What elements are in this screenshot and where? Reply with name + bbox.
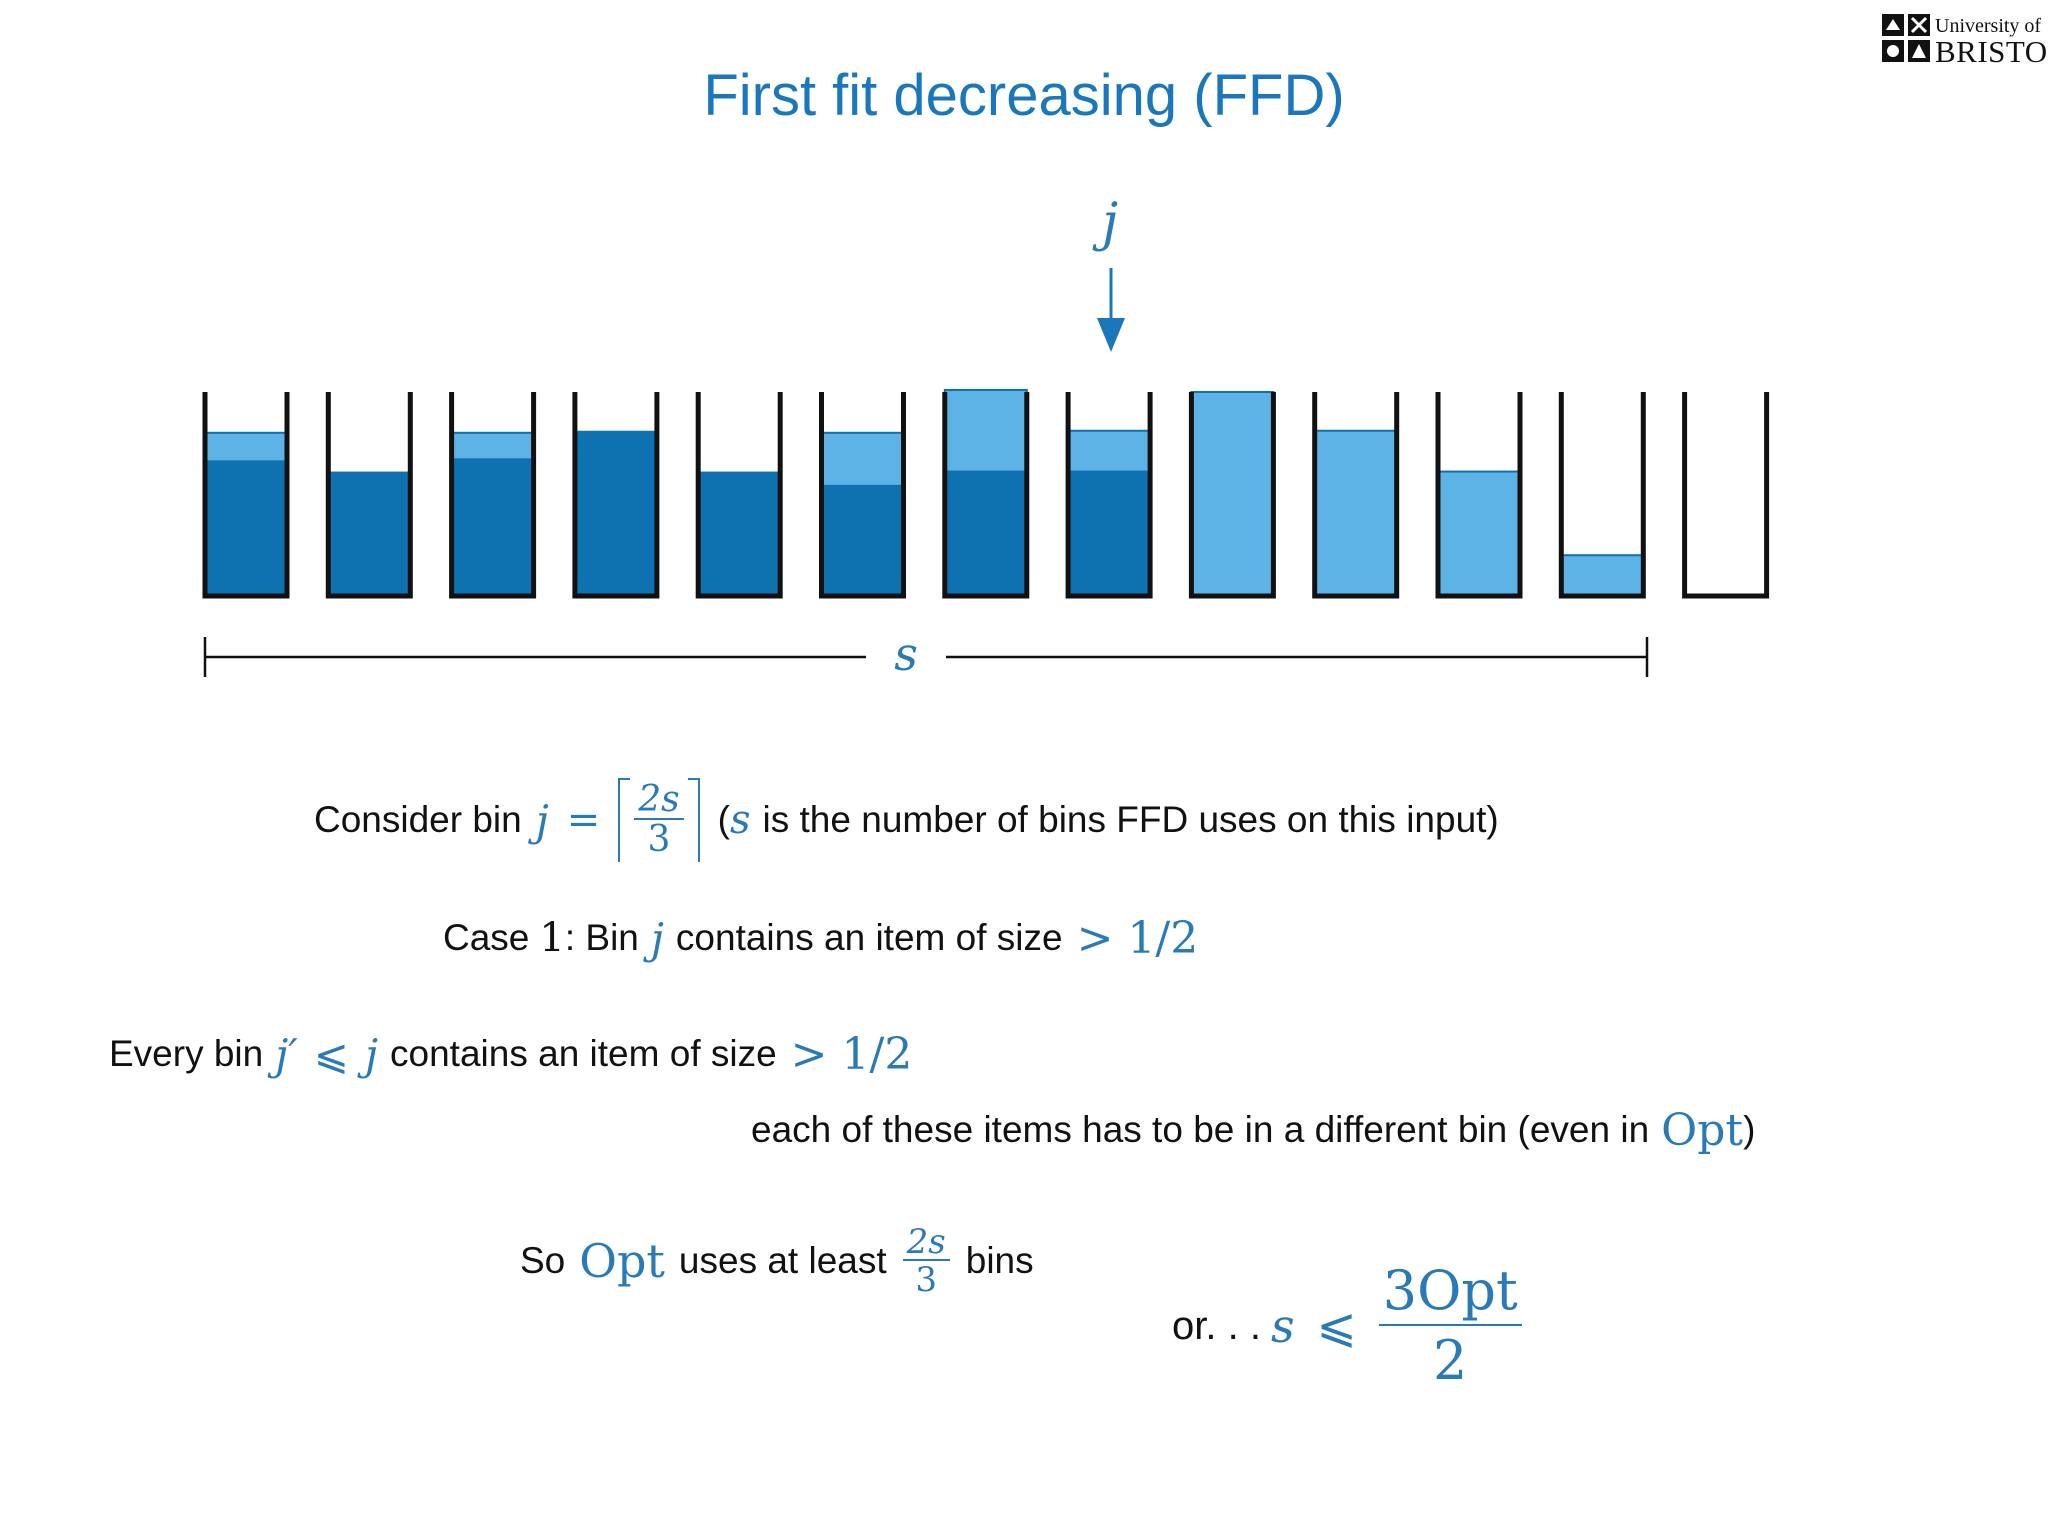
- every-suffix: contains an item of size: [390, 1033, 777, 1074]
- bin-8-dark-fill: [1068, 471, 1151, 596]
- so-fraction: 2s 3: [902, 1222, 950, 1297]
- each-prefix: each of these items has to be in a diffe…: [751, 1109, 1650, 1150]
- so-prefix: So: [520, 1240, 566, 1281]
- each-opt: Opt: [1661, 1104, 1744, 1156]
- every-le: ⩽: [313, 1029, 349, 1079]
- bin-5-outline: [695, 392, 783, 599]
- bin-3-outline: [449, 392, 537, 599]
- bin-1-outline: [202, 392, 290, 599]
- logo-line-1: University of: [1935, 15, 2042, 37]
- university-logo: University of BRISTOL: [1935, 16, 2048, 67]
- bin-13-outline: [1682, 392, 1770, 599]
- each-close: ): [1743, 1109, 1756, 1150]
- case1-half: 1/2: [1127, 912, 1199, 964]
- bin-7-outline: [942, 392, 1030, 599]
- consider-equals: =: [566, 797, 601, 843]
- bin-2-outline: [325, 392, 413, 599]
- pointer-arrow-icon: [1097, 318, 1125, 352]
- bin-1-dark-fill: [205, 461, 287, 596]
- every-half: 1/2: [841, 1028, 913, 1080]
- each-items-line: each of these items has to be in a diffe…: [751, 1100, 1755, 1160]
- consider-line: Consider bin j = 2s 3 ( s is the number …: [314, 770, 1499, 870]
- bin-7-light-fill: [943, 388, 1028, 473]
- bin-3-dark-fill: [451, 459, 534, 596]
- consider-s: s: [730, 797, 751, 843]
- case1-number: 1: [539, 915, 565, 961]
- or-inequality: or. . . s ⩽ 3Opt 2: [1172, 1256, 1522, 1396]
- every-gt: >: [790, 1028, 828, 1080]
- bin-10-light-fill: [1313, 429, 1398, 598]
- bin-11-outline: [1435, 392, 1523, 599]
- bin-2-dark-fill: [328, 471, 411, 596]
- logo-line-2: BRISTOL: [1935, 34, 2048, 69]
- bin-6-outline: [819, 392, 906, 599]
- slide-title: First fit decreasing (FFD): [703, 63, 1345, 128]
- consider-paren: (: [717, 799, 730, 840]
- bin-3-light-fill: [450, 431, 535, 461]
- bin-8-outline: [1065, 392, 1153, 599]
- bin-10-outline: [1312, 392, 1400, 599]
- case1-gt: >: [1076, 912, 1114, 964]
- case1-prefix: Case: [443, 917, 530, 958]
- bin-4-outline: [572, 392, 660, 599]
- every-j: j: [365, 1029, 379, 1079]
- case1-suffix: contains an item of size: [675, 917, 1063, 958]
- ceiling-brackets: 2s 3: [618, 778, 700, 862]
- bin-9-outline: [1188, 392, 1276, 599]
- or-frac-den: 2: [1378, 1324, 1522, 1388]
- so-frac-num: 2s: [906, 1222, 946, 1262]
- university-crest-icon: [1882, 14, 1930, 62]
- or-fraction: 3Opt 2: [1378, 1259, 1522, 1388]
- case1-mid: : Bin: [564, 917, 639, 958]
- or-le: ⩽: [1316, 1298, 1357, 1354]
- bin-8-light-fill: [1067, 429, 1152, 473]
- bin-5-dark-fill: [698, 471, 781, 596]
- pointer-label: j: [1092, 193, 1118, 253]
- bin-6-light-fill: [820, 431, 905, 487]
- bin-packing-diagram: j s: [202, 193, 1770, 681]
- or-prefix: or. . .: [1172, 1303, 1261, 1348]
- consider-frac-den: 3: [634, 818, 684, 858]
- so-opt: Opt: [579, 1234, 665, 1288]
- bin-4-dark-fill: [574, 430, 657, 596]
- consider-j: j: [535, 795, 549, 845]
- bin-1-light-fill: [204, 431, 288, 463]
- bin-9-light-fill: [1190, 391, 1275, 597]
- case1-j: j: [650, 913, 664, 963]
- bin-11-light-fill: [1437, 470, 1521, 597]
- every-bin-line: Every bin j′ ⩽ j contains an item of siz…: [109, 1024, 912, 1084]
- case1-line: Case 1 : Bin j contains an item of size …: [443, 908, 1198, 968]
- bin-7-dark-fill: [944, 471, 1027, 596]
- so-opt-line: So Opt uses at least 2s 3 bins: [520, 1216, 1034, 1306]
- consider-prefix: Consider bin: [314, 799, 522, 840]
- bins-group: [202, 388, 1770, 599]
- so-frac-den: 3: [902, 1259, 950, 1297]
- or-s: s: [1270, 1299, 1295, 1353]
- consider-frac-num: 2s: [638, 779, 680, 820]
- every-prefix: Every bin: [109, 1033, 264, 1074]
- every-jprime: j′: [275, 1029, 298, 1079]
- consider-fraction: 2s 3: [634, 779, 684, 858]
- or-frac-num: 3Opt: [1382, 1259, 1518, 1322]
- bin-6-dark-fill: [821, 485, 904, 596]
- bin-12-light-fill: [1560, 554, 1645, 598]
- so-mid: uses at least: [678, 1240, 887, 1281]
- span-label: s: [894, 627, 918, 681]
- consider-suffix: is the number of bins FFD uses on this i…: [762, 799, 1499, 840]
- bin-12-outline: [1558, 392, 1646, 599]
- so-suffix: bins: [965, 1240, 1034, 1281]
